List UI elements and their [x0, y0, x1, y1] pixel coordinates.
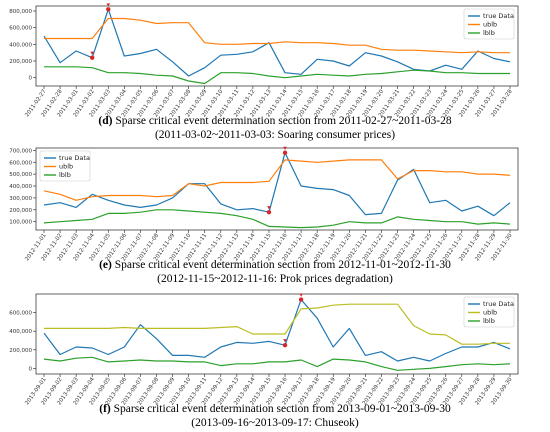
event-marker-arrow: [90, 51, 95, 55]
caption-d: (d) Sparse critical event determination …: [0, 114, 550, 142]
plot-frame: [35, 293, 519, 375]
y-tick-label: 0: [29, 366, 33, 372]
legend-label: ublb: [59, 163, 73, 171]
plot-frame: [35, 5, 519, 87]
caption-event: (2011-03-02~2011-03-03: Soaring consumer…: [154, 129, 396, 141]
series-line: [43, 159, 511, 201]
event-marker: [90, 55, 95, 60]
event-marker: [282, 150, 288, 155]
chart-d: 0200,000400,000600,000800,0002011-02-272…: [9, 3, 519, 118]
series-line: [43, 299, 511, 362]
y-tick-label: 600,000: [9, 311, 32, 317]
panel-f: 0 200,000 400,000 600,000 2013-09-01 2013-09-…: [0, 290, 550, 432]
event-marker: [266, 209, 272, 215]
y-tick-label: 400,000: [9, 184, 32, 190]
series-line: [43, 356, 511, 371]
legend-label: lblb: [59, 171, 71, 179]
caption-e: (e) Sparse critical event determination …: [0, 258, 550, 286]
y-tick-label: 200,000: [9, 348, 32, 354]
panel-d: 0 200,000 400,000 600,000 800,000 2011-02-27 2…: [0, 0, 550, 142]
caption-letter: (d): [98, 115, 113, 127]
caption-title: Sparse critical event determination sect…: [113, 403, 451, 415]
legend-label: lblb: [483, 29, 495, 37]
chart-f: 0200,000400,000600,0002013-09-012013-09-…: [9, 293, 519, 406]
caption-event: (2013-09-16~2013-09-17: Chuseok): [191, 417, 359, 429]
event-marker-arrow: [283, 339, 287, 343]
event-marker: [298, 297, 304, 302]
y-tick-label: 200,000: [9, 59, 32, 65]
plot-frame: [35, 147, 519, 231]
series-line: [44, 303, 510, 345]
caption-f: (f) Sparse critical event determination …: [0, 402, 550, 430]
event-marker-arrow: [267, 206, 271, 210]
series-line: [44, 17, 510, 54]
y-tick-label: 500,000: [9, 172, 32, 178]
caption-letter: (f): [99, 403, 111, 415]
legend-label: ublb: [483, 309, 497, 317]
panel-e: 100,000 200,000 300,000 400,000 500,000 600,0…: [0, 144, 550, 290]
y-tick-label: 400,000: [9, 42, 32, 48]
y-tick-label: 800,000: [9, 9, 32, 15]
series-line: [43, 152, 511, 217]
event-marker: [282, 342, 288, 348]
caption-event: (2012-11-15~2012-11-16: Prok prices degr…: [157, 273, 393, 285]
series-line: [44, 66, 510, 85]
caption-letter: (e): [99, 259, 112, 271]
caption-title: Sparse critical event determination sect…: [115, 115, 452, 127]
y-tick-label: 300,000: [9, 196, 32, 202]
event-marker: [106, 7, 111, 12]
chart-e: 100,000 200,000 300,000 400,000 500,000 600,0…: [9, 146, 519, 262]
event-marker-arrow: [283, 146, 287, 150]
event-marker-arrow: [106, 3, 111, 7]
y-tick-label: 600,000: [9, 160, 32, 166]
series-line: [43, 209, 511, 229]
legend-label: ublb: [483, 21, 497, 29]
caption-title: Sparse critical event determination sect…: [114, 259, 451, 271]
y-tick-label: 700,000: [9, 148, 32, 154]
y-tick-label: 600,000: [9, 26, 32, 32]
event-marker-arrow: [299, 293, 303, 297]
legend-label: lblb: [483, 317, 495, 325]
series-line: [43, 8, 511, 77]
y-tick-label: 400,000: [9, 329, 32, 335]
y-tick-label: 200,000: [9, 208, 32, 214]
y-tick-label: 0: [29, 76, 33, 82]
y-tick-label: 100,000: [9, 220, 32, 226]
legend-label: true Data: [483, 300, 514, 308]
legend-label: true Data: [483, 12, 514, 20]
legend-label: true Data: [59, 154, 90, 162]
